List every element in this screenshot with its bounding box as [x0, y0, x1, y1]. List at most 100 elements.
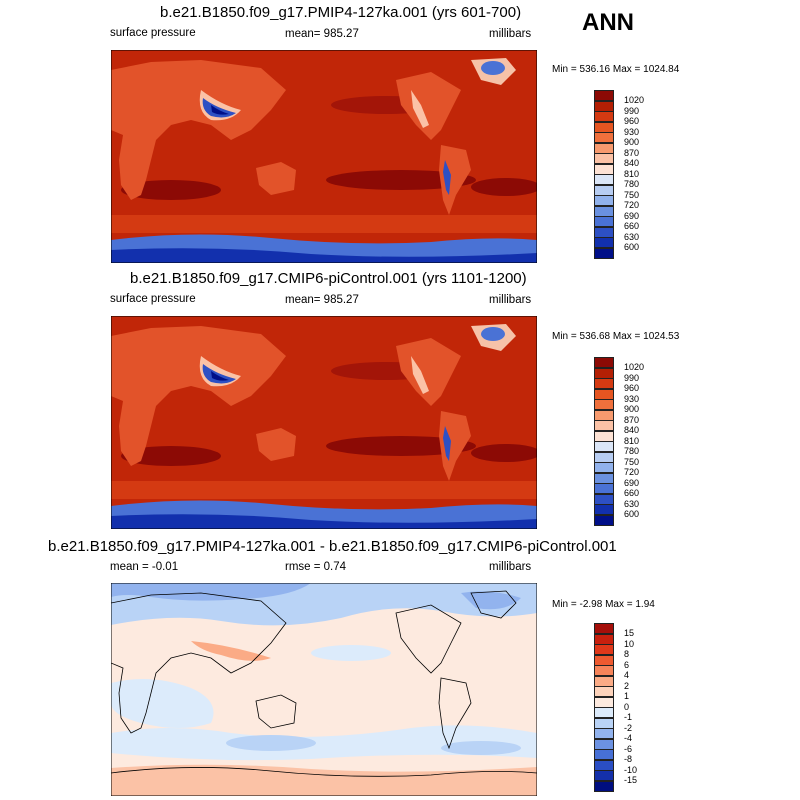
colorbar-box	[594, 707, 614, 718]
colorbar-box	[594, 451, 614, 463]
panel3-map	[111, 583, 537, 796]
panel2-land-north-america	[396, 338, 461, 406]
panel2-tibet-core	[211, 371, 229, 381]
colorbar-tick-label: 690	[624, 210, 640, 221]
panel1-title: b.e21.B1850.f09_g17.PMIP4-127ka.001 (yrs…	[160, 4, 522, 21]
colorbar-box	[594, 388, 614, 400]
panel1-high-south-atlantic	[471, 178, 537, 196]
colorbar-box	[594, 226, 614, 238]
colorbar-box	[594, 686, 614, 697]
colorbar-box	[594, 378, 614, 389]
colorbar-box	[594, 142, 614, 154]
colorbar-tick-label: -1	[624, 712, 633, 722]
panel1-high-indian	[121, 180, 221, 200]
colorbar-tick-label: 630	[624, 498, 640, 509]
colorbar-box	[594, 247, 614, 259]
panel2-title: b.e21.B1850.f09_g17.CMIP6-piControl.001 …	[130, 270, 527, 287]
colorbar-box	[594, 514, 614, 526]
panel1-land-afro-eurasia	[111, 60, 286, 200]
colorbar-tick-label: 1	[624, 691, 630, 701]
panel1-antarctica-interior	[111, 248, 537, 263]
colorbar-box	[594, 163, 614, 175]
panel2-rockies	[411, 356, 429, 394]
panel3-colorbar: 15 10 8 6 4 2 1 0 -1 -2 -4 -6 -8 -10 -15	[594, 623, 637, 792]
panel1-southern-band	[111, 215, 537, 233]
colorbar-tick-label: 10	[624, 638, 635, 649]
panel2-land-afro-eurasia	[111, 326, 286, 466]
colorbar-tick-label: 750	[624, 189, 640, 200]
panel3-indian-negative	[111, 679, 214, 728]
colorbar-box	[594, 132, 614, 143]
colorbar-box	[594, 441, 614, 452]
colorbar-box	[594, 780, 614, 792]
colorbar-tick-label: 630	[624, 231, 640, 242]
panel2-map	[111, 316, 537, 529]
colorbar-tick-label: -6	[624, 743, 633, 754]
colorbar-box	[594, 644, 614, 655]
colorbar-tick-label: 990	[624, 105, 640, 116]
colorbar-box	[594, 770, 614, 781]
colorbar-box	[594, 184, 614, 196]
colorbar-box	[594, 111, 614, 122]
colorbar-tick-label: 810	[624, 435, 640, 446]
colorbar-box	[594, 420, 614, 431]
colorbar-box	[594, 665, 614, 676]
colorbar-box	[594, 153, 614, 164]
colorbar-tick-label: 840	[624, 425, 640, 435]
colorbar-tick-label: 4	[624, 670, 630, 680]
colorbar-tick-label: -15	[624, 775, 638, 785]
colorbar-box	[594, 623, 614, 634]
colorbar-tick-label: 2	[624, 680, 630, 691]
colorbar-box	[594, 205, 614, 217]
colorbar-tick-label: 600	[624, 509, 640, 519]
colorbar-tick-label: 930	[624, 393, 640, 404]
panel2-land-australia	[256, 428, 296, 461]
colorbar-box	[594, 409, 614, 421]
colorbar-box	[594, 216, 614, 227]
colorbar-tick-label: 720	[624, 467, 640, 477]
colorbar-tick-label: 840	[624, 158, 640, 168]
colorbar-tick-label: 870	[624, 147, 640, 158]
colorbar-box	[594, 493, 614, 505]
panel1-tibet-low	[202, 98, 236, 118]
panel2-mean-label: mean= 985.27	[285, 294, 359, 306]
panel3-greenland-negative	[461, 591, 521, 610]
colorbar-tick-label: 900	[624, 404, 640, 414]
colorbar-box	[594, 633, 614, 645]
colorbar-tick-label: 6	[624, 659, 630, 670]
panel1-land-south-america	[439, 145, 471, 215]
colorbar-box	[594, 357, 614, 368]
colorbar-box	[594, 174, 614, 185]
colorbar-box	[594, 100, 614, 112]
panel3-mean-label: mean = -0.01	[110, 561, 179, 573]
colorbar-tick-label: -8	[624, 754, 633, 764]
panel1-greenland-low	[481, 61, 505, 75]
panel2-tibet-low	[202, 364, 236, 384]
panel1-colorbar: 1020 990 960 930 900 870 840 810 780 750 720 690 660…	[594, 90, 644, 259]
colorbar-box	[594, 430, 614, 442]
panel2-southern-band	[111, 481, 537, 499]
panel2-land-south-america	[439, 411, 471, 481]
colorbar-tick-label: 780	[624, 446, 640, 456]
colorbar-box	[594, 367, 614, 379]
colorbar-tick-label: 750	[624, 456, 640, 467]
colorbar-tick-label: 960	[624, 116, 640, 126]
panel3-north-pacific-negative	[311, 645, 391, 661]
colorbar-box	[594, 675, 614, 687]
colorbar-tick-label: 660	[624, 221, 640, 231]
colorbar-tick-label: 960	[624, 383, 640, 393]
colorbar-tick-label: 810	[624, 168, 640, 179]
panel3-south-negative-band	[111, 725, 537, 761]
colorbar-tick-label: 1020	[624, 95, 645, 105]
colorbar-tick-label: 0	[624, 701, 630, 712]
panel1-minmax-label: Min = 536.16 Max = 1024.84	[552, 64, 680, 75]
panel3-coastlines	[111, 590, 537, 777]
panel3-title: b.e21.B1850.f09_g17.PMIP4-127ka.001 - b.…	[48, 538, 617, 555]
panel1-variable-label: surface pressure	[110, 27, 196, 39]
colorbar-tick-label: 660	[624, 488, 640, 498]
panel2-high-indian	[121, 446, 221, 466]
colorbar-box	[594, 121, 614, 133]
colorbar-box	[594, 738, 614, 750]
panel3-rmse-label: rmse = 0.74	[285, 561, 347, 573]
colorbar-box	[594, 749, 614, 760]
